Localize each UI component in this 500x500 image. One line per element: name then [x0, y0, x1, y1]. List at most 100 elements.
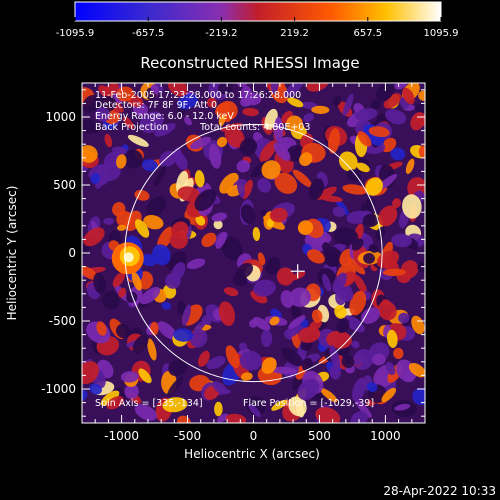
- emission-blob: [259, 140, 277, 163]
- emission-blob: [303, 113, 314, 123]
- emission-blob: [375, 83, 395, 102]
- emission-blob: [211, 212, 227, 222]
- emission-blob: [260, 329, 273, 348]
- emission-blob: [346, 169, 361, 182]
- colorbar-tick-label: -219.2: [205, 28, 237, 39]
- emission-blob: [215, 102, 230, 117]
- spin-axis-crosshair: [290, 264, 305, 279]
- emission-blob: [217, 413, 229, 423]
- emission-blob: [405, 158, 415, 174]
- emission-blob: [112, 272, 126, 288]
- colorbar-tick-label: -657.5: [132, 28, 164, 39]
- emission-blob: [412, 387, 425, 406]
- emission-blob: [157, 321, 177, 340]
- emission-blob: [93, 272, 107, 295]
- solar-limb: [124, 123, 383, 383]
- colorbar-tick-label: 1095.9: [424, 28, 459, 39]
- emission-blob: [239, 350, 262, 371]
- emission-blob: [147, 338, 157, 361]
- emission-blob: [270, 83, 279, 95]
- y-tick-label: 500: [53, 178, 76, 192]
- emission-blob: [287, 97, 304, 108]
- emission-blob: [328, 128, 340, 154]
- emission-blob: [252, 316, 271, 331]
- emission-blob: [361, 307, 380, 324]
- emission-blob: [362, 213, 379, 227]
- emission-blob: [120, 370, 139, 383]
- emission-blob: [402, 194, 422, 219]
- emission-blob: [308, 178, 324, 201]
- emission-blob: [82, 145, 98, 163]
- emission-blob: [365, 177, 383, 196]
- emission-blob: [307, 249, 325, 264]
- emission-blob: [123, 149, 143, 169]
- emission-blob: [320, 388, 338, 403]
- emission-blob: [194, 170, 205, 188]
- emission-blob: [381, 137, 397, 153]
- emission-blob: [352, 377, 367, 402]
- y-axis-ticks: -1000 -500 0 500 1000: [41, 89, 425, 417]
- emission-blob: [150, 84, 159, 95]
- emission-blob: [295, 403, 305, 418]
- emission-blob: [218, 113, 226, 126]
- emission-blob: [311, 105, 330, 114]
- emission-blob: [225, 413, 247, 423]
- annotation-energy-range: Energy Range: 6.0 - 12.0 keV: [95, 111, 234, 122]
- emission-blob: [141, 159, 158, 172]
- emission-blob: [351, 238, 364, 251]
- emission-blob: [127, 134, 149, 147]
- emission-blob: [366, 382, 378, 393]
- emission-blob: [269, 316, 280, 326]
- emission-blob: [194, 320, 206, 332]
- emission-blob: [402, 87, 415, 105]
- x-tick-label: 500: [308, 429, 331, 443]
- emission-blob: [208, 143, 222, 169]
- emission-blob: [126, 291, 138, 303]
- emission-blob: [391, 233, 412, 248]
- emission-blob: [218, 83, 234, 95]
- emission-blob: [224, 125, 245, 148]
- emission-blob: [257, 252, 266, 266]
- emission-blob: [332, 206, 346, 217]
- emission-blob: [326, 330, 352, 349]
- emission-blob: [198, 350, 210, 367]
- emission-blob: [221, 236, 243, 261]
- emission-blob: [334, 305, 347, 319]
- emission-blob: [82, 361, 99, 385]
- x-tick-label: -1000: [104, 429, 139, 443]
- emission-blob: [223, 287, 239, 297]
- emission-blob: [214, 401, 223, 417]
- emission-blob: [112, 202, 126, 217]
- emission-blob: [138, 368, 152, 384]
- y-tick-label: -1000: [41, 382, 76, 396]
- image-area: -1000 -500 0 500 1000 -1000 -500 0 500 1000: [41, 82, 426, 443]
- annotation-total-counts: Total counts: 4.80E+03: [199, 122, 310, 133]
- emission-blob: [363, 253, 375, 264]
- emission-blob: [392, 198, 402, 209]
- emission-blob: [184, 116, 192, 126]
- emission-blob: [338, 151, 358, 172]
- emission-blob: [194, 189, 217, 211]
- emission-blob: [351, 340, 360, 349]
- emission-blob: [111, 146, 128, 155]
- emission-blob: [415, 103, 425, 114]
- emission-blob: [322, 273, 332, 292]
- emission-blob: [159, 150, 178, 167]
- emission-blob: [319, 195, 343, 203]
- emission-blob: [134, 219, 150, 238]
- emission-blob: [393, 347, 404, 359]
- annotation-flare-position: Flare Position = [-1029,-39]: [243, 398, 374, 409]
- emission-blob: [298, 326, 321, 343]
- emission-blob: [132, 334, 149, 354]
- emission-blob: [273, 142, 291, 162]
- emission-blob: [299, 152, 313, 167]
- y-tick-label: 1000: [45, 110, 76, 124]
- emission-blob: [352, 354, 367, 366]
- colorbar-tick-label: 657.5: [353, 28, 382, 39]
- emission-blob: [134, 189, 150, 201]
- emission-blob: [118, 287, 127, 298]
- emission-blob: [240, 372, 253, 381]
- emission-blob: [167, 376, 184, 397]
- emission-blob: [269, 207, 288, 223]
